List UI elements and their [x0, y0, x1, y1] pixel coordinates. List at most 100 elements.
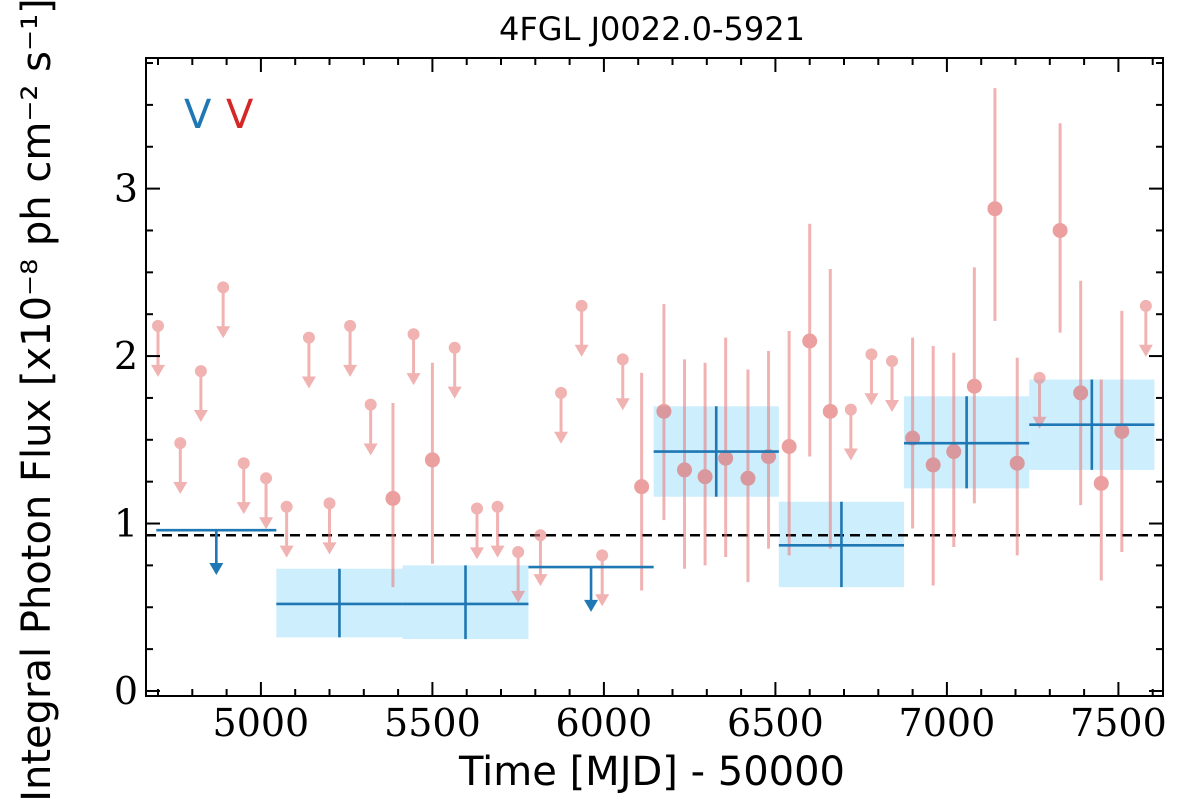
- legend-label-blue: V: [184, 92, 212, 138]
- data-point: [781, 438, 797, 454]
- short-bin-upper-limit: [885, 355, 900, 412]
- data-point: [656, 403, 672, 419]
- axes: 5000 5500 6000 6500 7000 7500 0 1 2 3: [114, 57, 1167, 745]
- short-bin-upper-limit: [279, 500, 294, 558]
- short-bin-upper-limit: [447, 341, 462, 399]
- short-bin-point: [385, 402, 401, 588]
- upper-limit-arrow: [193, 410, 208, 423]
- x-axis-label: Time [MJD] - 50000: [458, 749, 845, 795]
- y-tick-label: 1: [114, 502, 138, 546]
- short-bin-upper-limit: [843, 403, 858, 461]
- short-bin-upper-limit: [363, 398, 378, 456]
- upper-limit-arrow: [864, 393, 879, 406]
- short-bin-upper-limit: [554, 386, 569, 444]
- upper-limit-arrow: [554, 431, 569, 444]
- upper-limit-arrow: [216, 326, 231, 339]
- short-bin-point: [1009, 357, 1025, 556]
- plot-frame: [145, 57, 1164, 697]
- short-bin-upper-limit: [259, 472, 274, 530]
- upper-limit-arrow: [533, 574, 548, 587]
- short-bin-point: [424, 362, 440, 564]
- short-bin-upper-limit: [173, 437, 188, 495]
- data-point: [718, 450, 734, 466]
- short-bin-upper-limit: [1032, 371, 1047, 429]
- x-tick-label: 7000: [899, 701, 996, 745]
- short-bin-upper-limit: [301, 331, 316, 389]
- upper-limit-arrow: [595, 594, 610, 607]
- x-tick-label: 7500: [1070, 701, 1167, 745]
- chart-title: 4FGL J0022.0-5921: [499, 10, 805, 48]
- short-bin-point: [1052, 123, 1068, 333]
- upper-limit-arrow: [1032, 416, 1047, 429]
- short-bin-upper-limit: [322, 497, 337, 555]
- short-bin-point: [718, 337, 734, 558]
- short-bin-upper-limit: [236, 457, 251, 515]
- upper-limit-arrow: [469, 547, 484, 560]
- short-bin-point: [946, 352, 962, 547]
- y-axis-label: Integral Photon Flux [x10⁻⁸ ph cm⁻² s⁻¹]: [14, 0, 60, 800]
- data-point: [1052, 222, 1068, 238]
- upper-limit-arrow: [1138, 344, 1153, 357]
- y-tick-label: 2: [114, 334, 138, 378]
- upper-limit-arrow: [363, 443, 378, 456]
- data-point: [424, 452, 440, 468]
- upper-limit-arrow: [511, 590, 526, 603]
- short-bin-upper-limit: [1138, 299, 1153, 357]
- data-point: [987, 201, 1003, 217]
- data-point: [697, 469, 713, 485]
- data-point: [966, 378, 982, 394]
- upper-limit-arrow: [574, 344, 589, 357]
- upper-limit-arrow: [173, 482, 188, 495]
- upper-limit-arrow: [490, 545, 505, 558]
- upper-limit-arrow: [279, 545, 294, 558]
- short-bin-point: [677, 359, 693, 569]
- upper-limit-arrow: [151, 364, 166, 377]
- short-bin-point: [802, 223, 818, 457]
- upper-limit-arrow: [343, 364, 358, 377]
- data-point: [740, 470, 756, 486]
- data-point: [802, 333, 818, 349]
- short-bin-upper-limit: [343, 319, 358, 377]
- short-bin-point: [740, 369, 756, 583]
- short-bin-upper-limit: [469, 502, 484, 560]
- short-bin-point: [1093, 379, 1109, 581]
- data-point: [925, 457, 941, 473]
- upper-limit-marker: [470, 502, 483, 515]
- x-tick-label: 6000: [556, 701, 653, 745]
- data-point: [677, 462, 693, 478]
- bin-upper-limit-arrow: [209, 563, 224, 576]
- short-bin-upper-limit: [193, 365, 208, 423]
- upper-limit-arrow: [447, 386, 462, 399]
- short-bin-upper-limit: [406, 328, 421, 386]
- data-point: [634, 479, 650, 495]
- short-bin-point: [656, 304, 672, 521]
- short-bin-point: [781, 330, 797, 556]
- data-point: [385, 490, 401, 506]
- x-tick-label: 5000: [213, 701, 310, 745]
- data-point: [946, 444, 962, 460]
- short-bin-point: [905, 337, 921, 529]
- short-bin-upper-limit: [151, 319, 166, 377]
- data-point: [1093, 475, 1109, 491]
- short-bin-upper-limit: [533, 529, 548, 587]
- upper-limit-arrow: [406, 373, 421, 386]
- short-bin-point: [1114, 310, 1130, 552]
- short-bin-upper-limit: [615, 353, 630, 411]
- plot-content: [146, 88, 1163, 640]
- short-bin-point: [822, 268, 838, 549]
- bin-upper-limit-arrow: [584, 599, 599, 612]
- data-point: [1009, 455, 1025, 471]
- upper-limit-arrow: [322, 542, 337, 555]
- upper-limit-arrow: [236, 502, 251, 515]
- short-bin-point: [925, 346, 941, 586]
- short-bin-point: [1073, 280, 1089, 506]
- upper-limit-arrow: [885, 399, 900, 412]
- data-point: [1073, 385, 1089, 401]
- legend-label-red: V: [226, 92, 254, 138]
- upper-limit-arrow: [259, 517, 274, 530]
- y-tick-label: 3: [114, 167, 138, 211]
- short-bin-point: [987, 88, 1003, 321]
- data-point: [1114, 423, 1130, 439]
